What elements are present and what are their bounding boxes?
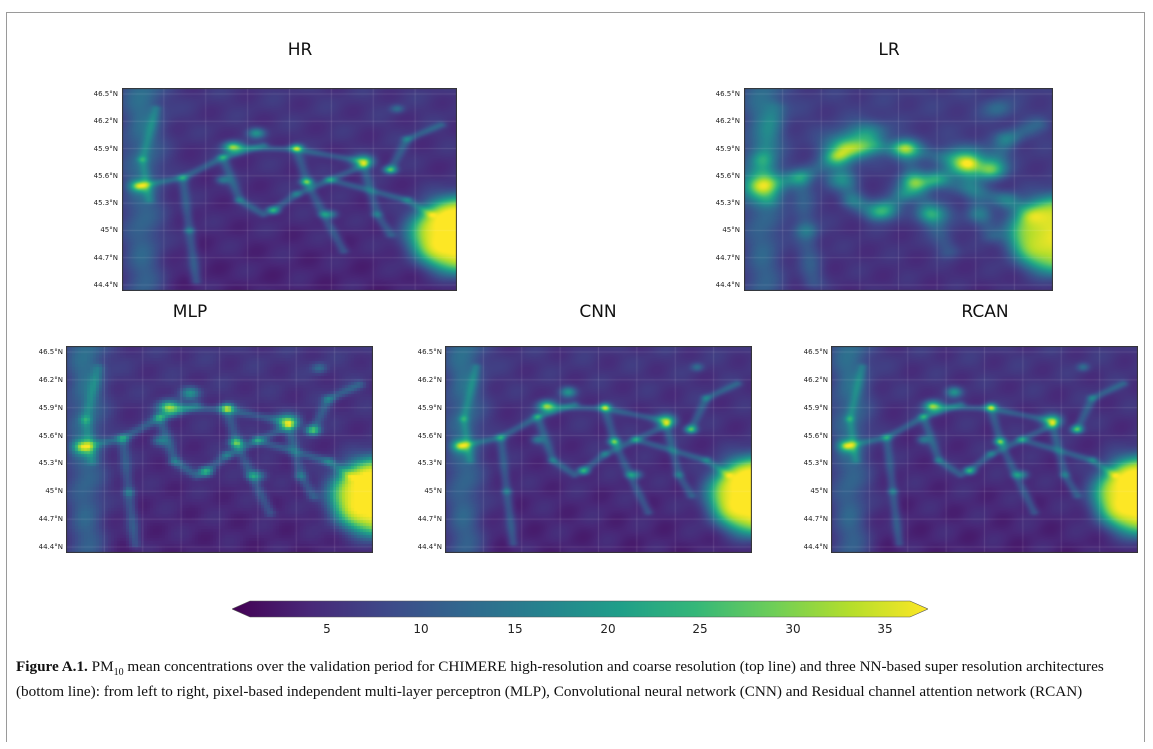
lat-tick-label: 45.3°N <box>93 199 118 208</box>
lat-tick-label: 45.9°N <box>803 403 828 412</box>
panel-title-rcan: RCAN <box>961 302 1009 322</box>
colorbar: 5 10 15 20 25 30 35 <box>232 600 928 640</box>
lat-tick-label: 44.4°N <box>93 281 118 289</box>
lat-tick-label: 45.6°N <box>803 431 828 440</box>
figure-frame <box>6 12 1145 742</box>
map-rcan <box>831 346 1138 553</box>
lat-tick-label: 44.7°N <box>417 515 442 524</box>
lat-tick-label: 45.9°N <box>38 403 63 412</box>
map-mlp <box>66 346 373 553</box>
map-lr <box>744 88 1053 291</box>
colorbar-tick-label: 25 <box>692 622 708 636</box>
panel-title-hr: HR <box>287 40 313 60</box>
panel-title-mlp: MLP <box>172 302 208 322</box>
lat-tick-label: 46.5°N <box>417 348 442 356</box>
map-cnn <box>445 346 752 553</box>
lat-tick-label: 45.3°N <box>803 459 828 468</box>
colorbar-tick-label: 30 <box>785 622 801 636</box>
colorbar-tick-label: 35 <box>877 622 893 636</box>
panel-title-cnn: CNN <box>579 302 617 322</box>
lat-tick-label: 45.3°N <box>417 459 442 468</box>
lat-tick-label: 44.4°N <box>715 281 740 289</box>
lat-tick-label: 45.9°N <box>93 144 118 153</box>
lat-tick-label: 45.9°N <box>417 403 442 412</box>
lat-tick-label: 46.5°N <box>803 348 828 356</box>
lat-tick-label: 45.3°N <box>38 459 63 468</box>
lat-tick-label: 44.7°N <box>715 253 740 262</box>
lat-tick-label: 46.2°N <box>715 117 740 126</box>
caption-pm: PM <box>91 658 114 675</box>
lat-tick-label: 46.5°N <box>38 348 63 356</box>
lat-tick-label: 45.6°N <box>38 431 63 440</box>
lat-tick-label: 45°N <box>45 487 63 496</box>
lat-tick-label: 46.2°N <box>38 375 63 384</box>
lat-tick-label: 46.2°N <box>93 117 118 126</box>
caption-label: Figure A.1. <box>16 658 88 675</box>
caption-text: mean concentrations over the validation … <box>16 658 1104 701</box>
lat-tick-label: 46.2°N <box>417 375 442 384</box>
caption-pm-sub: 10 <box>113 667 124 679</box>
lat-tick-label: 45°N <box>810 487 828 496</box>
lat-tick-label: 46.2°N <box>803 375 828 384</box>
map-hr <box>122 88 457 291</box>
lat-tick-label: 46.5°N <box>715 90 740 98</box>
colorbar-tick-label: 15 <box>507 622 523 636</box>
lat-tick-label: 45°N <box>722 226 740 235</box>
lat-tick-label: 44.4°N <box>417 543 442 551</box>
colorbar-tick-label: 20 <box>600 622 616 636</box>
lat-tick-label: 45.6°N <box>93 171 118 180</box>
lat-tick-label: 44.7°N <box>93 253 118 262</box>
colorbar-tick-label: 5 <box>323 622 331 636</box>
lat-tick-label: 44.7°N <box>803 515 828 524</box>
lat-tick-label: 45.6°N <box>715 171 740 180</box>
lat-tick-label: 45.3°N <box>715 199 740 208</box>
colorbar-bar <box>232 600 928 618</box>
lat-tick-label: 45°N <box>100 226 118 235</box>
panel-title-lr: LR <box>878 40 900 60</box>
lat-tick-label: 45°N <box>424 487 442 496</box>
lat-tick-label: 45.6°N <box>417 431 442 440</box>
lat-tick-label: 44.7°N <box>38 515 63 524</box>
colorbar-tick-label: 10 <box>413 622 429 636</box>
lat-tick-label: 46.5°N <box>93 90 118 98</box>
lat-tick-label: 44.4°N <box>38 543 63 551</box>
lat-tick-label: 44.4°N <box>803 543 828 551</box>
lat-tick-label: 45.9°N <box>715 144 740 153</box>
figure-caption: Figure A.1. PM10 mean concentrations ove… <box>16 657 1136 701</box>
